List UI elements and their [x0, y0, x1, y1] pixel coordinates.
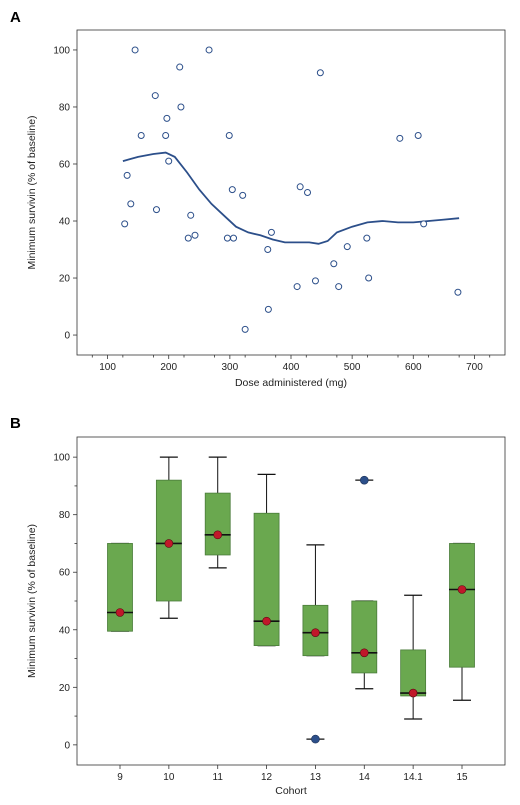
scatter-point	[343, 243, 351, 251]
y-tick-label: 80	[59, 102, 71, 113]
x-tick-label: 10	[163, 772, 175, 783]
x-tick-label: 200	[160, 362, 177, 373]
mean-dot	[359, 648, 369, 658]
scatter-point	[296, 183, 304, 191]
box	[449, 543, 475, 668]
scatter-point	[184, 234, 192, 242]
scatter-point	[363, 234, 371, 242]
panel-a-scatter: 0 20 40 60 80 100 100 200 300 400 500 600 700 Dose ad…	[26, 29, 506, 389]
scatter-point	[205, 46, 213, 54]
scatter-point	[123, 171, 131, 179]
plot-frame	[76, 29, 506, 356]
plot-frame	[76, 436, 506, 766]
scatter-point	[151, 92, 159, 100]
y-tick-label: 80	[59, 510, 71, 521]
panel-b-boxplot: 0 20 40 60 80 100 9 10 11 12 13 14 14.1 15 Cohort Minim…	[26, 436, 506, 797]
scatter-point	[230, 234, 238, 242]
scatter-point	[177, 103, 185, 111]
y-tick-label: 100	[53, 453, 70, 464]
scatter-point	[223, 234, 231, 242]
scatter-point	[454, 288, 462, 296]
scatter-point	[316, 69, 324, 77]
y-tick-label: 40	[59, 217, 71, 228]
scatter-point	[335, 283, 343, 291]
scatter-point	[163, 114, 171, 122]
mean-dot	[213, 530, 223, 540]
x-tick-label: 700	[466, 362, 483, 373]
x-tick-label: 13	[310, 772, 322, 783]
scatter-point	[264, 246, 272, 254]
y-tick-label: 20	[59, 274, 71, 285]
scatter-point	[365, 274, 373, 282]
x-tick-label: 500	[344, 362, 361, 373]
scatter-point	[228, 186, 236, 194]
scatter-point	[137, 131, 145, 139]
y-tick-label: 60	[59, 159, 71, 170]
scatter-point	[311, 277, 319, 285]
scatter-point	[131, 46, 139, 54]
scatter-point	[264, 305, 272, 313]
mean-dot	[457, 585, 467, 594]
y-axis-label: Minimum survivin (% of baseline)	[26, 524, 38, 678]
y-tick-label: 0	[64, 331, 70, 342]
box	[351, 600, 378, 674]
scatter-point	[187, 211, 195, 219]
mean-dot	[311, 628, 320, 637]
scatter-point	[420, 220, 428, 228]
mean-dot	[115, 608, 125, 617]
x-tick-label: 14.1	[403, 772, 423, 783]
box	[400, 649, 427, 697]
scatter-point	[127, 200, 135, 208]
x-tick-label: 14	[359, 772, 371, 783]
y-tick-label: 60	[59, 568, 71, 579]
x-tick-label: 11	[213, 772, 224, 783]
x-tick-label: 12	[261, 772, 273, 783]
y-tick-label: 0	[64, 740, 70, 751]
x-axis-label: Dose administered (mg)	[235, 377, 347, 389]
panel-a-letter: A	[10, 9, 21, 26]
x-tick-label: 300	[222, 362, 239, 373]
x-tick-label: 15	[456, 772, 468, 783]
y-tick-label: 100	[53, 45, 70, 56]
mean-dot	[408, 688, 418, 698]
box	[253, 512, 280, 646]
scatter-point	[241, 325, 249, 333]
scatter-point	[330, 260, 338, 268]
x-tick-label: 600	[405, 362, 422, 373]
x-axis-label: Cohort	[275, 785, 307, 797]
y-tick-label: 20	[59, 683, 71, 694]
scatter-point	[176, 63, 184, 71]
scatter-point	[225, 131, 233, 139]
scatter-point	[396, 134, 404, 142]
scatter-point	[191, 231, 199, 239]
box	[204, 492, 231, 556]
outlier-point	[311, 734, 320, 744]
y-tick-label: 40	[59, 625, 71, 636]
smooth-curve	[122, 151, 460, 245]
box	[107, 543, 133, 632]
scatter-point	[414, 131, 422, 139]
scatter-point	[239, 191, 247, 199]
mean-dot	[164, 539, 174, 548]
x-tick-label: 400	[283, 362, 300, 373]
scatter-point	[152, 206, 160, 214]
outlier-point	[359, 475, 369, 485]
scatter-point	[304, 189, 312, 196]
scatter-point	[293, 283, 301, 291]
scatter-point	[267, 228, 275, 236]
scatter-point	[165, 157, 173, 165]
x-tick-label: 9	[117, 772, 123, 783]
scatter-point	[121, 220, 129, 228]
y-axis-label: Minimum survivin (% of baseline)	[26, 115, 38, 269]
panel-b-letter: B	[10, 415, 21, 432]
scatter-point	[162, 131, 170, 139]
x-tick-label: 100	[99, 362, 116, 373]
mean-dot	[262, 616, 271, 626]
